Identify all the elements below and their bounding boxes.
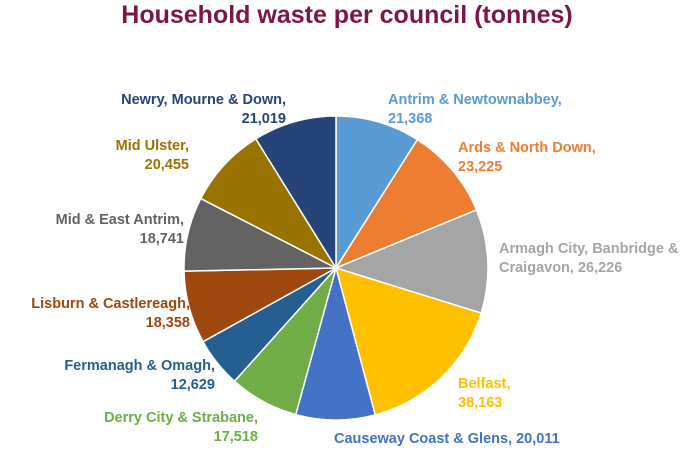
pie-slice (333, 208, 489, 315)
slice-label: Mid Ulster, 20,455 (116, 138, 189, 173)
pie-slice (334, 138, 478, 270)
pie-slice (334, 266, 483, 416)
pie-slices (183, 115, 489, 421)
slice-label: Antrim & Newtownabbey, 21,368 (388, 92, 562, 127)
slice-label: Ards & North Down, 23,225 (458, 140, 596, 175)
slice-label: Lisburn & Castlereagh, 18,358 (31, 296, 190, 331)
slice-label: Fermanagh & Omagh, 12,629 (64, 358, 215, 393)
slice-label: Armagh City, Banbridge & Craigavon, 26,22… (499, 241, 679, 276)
pie-slice (254, 115, 337, 271)
chart-title: Household waste per council (tonnes) (121, 1, 572, 29)
slice-label: Causeway Coast & Glens, 20,011 (334, 431, 560, 447)
slice-labels: Antrim & Newtownabbey, 21,368 Ards & North… (31, 92, 679, 447)
slice-label: Derry City & Strabane, 17,518 (104, 410, 258, 445)
slice-label: Newry, Mourne & Down, 21,019 (121, 92, 286, 127)
slice-label: Belfast, 38,163 (458, 376, 510, 411)
slice-label: Mid & East Antrim, 18,741 (56, 212, 184, 247)
pie-slice (335, 115, 419, 271)
